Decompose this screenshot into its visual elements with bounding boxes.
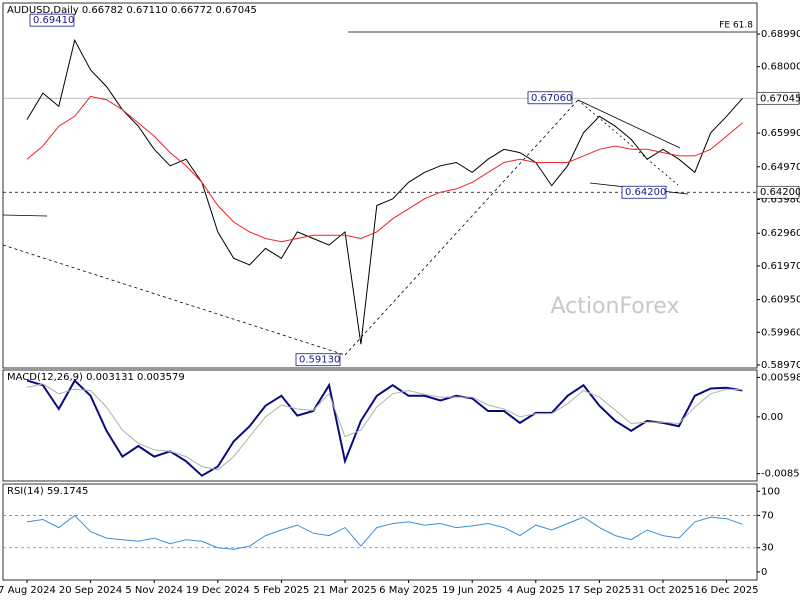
y-tick-label: 0.65990 <box>761 128 800 139</box>
annotation-label: 0.67060 <box>531 93 572 104</box>
y-tick-label: 0.62960 <box>761 228 800 239</box>
series-line <box>26 514 743 550</box>
y-tick-label: 0.61970 <box>761 261 800 272</box>
series-line <box>26 38 743 345</box>
x-tick-label: 16 Dec 2025 <box>695 585 759 596</box>
annotation-box <box>527 91 573 105</box>
panel-title: RSI(14) 59.1745 <box>7 486 88 497</box>
price-tag: 0.67045 <box>760 93 800 104</box>
panel-title: AUDUSD,Daily 0.66782 0.67110 0.66772 0.6… <box>7 5 257 16</box>
price-tag: 0.64200 <box>760 187 800 198</box>
y-tick-label: 0.68990 <box>761 29 800 40</box>
y-tick-label: 30 <box>761 543 774 554</box>
x-tick-label: 31 Oct 2025 <box>632 585 694 596</box>
x-tick-label: 19 Jun 2025 <box>442 585 502 596</box>
series-line <box>26 378 743 477</box>
y-tick-label: -0.00859 <box>761 469 800 480</box>
y-tick-label: 0.59960 <box>761 327 800 338</box>
watermark: ActionForex <box>551 294 680 319</box>
y-tick-label: 0.64970 <box>761 162 800 173</box>
y-tick-label: 100 <box>761 486 780 497</box>
annotation-box <box>621 185 667 199</box>
price-tag-box <box>756 185 800 199</box>
panel-title: MACD(12,26,9) 0.003131 0.003579 <box>7 372 185 383</box>
x-tick-label: 4 Aug 2025 <box>507 585 565 596</box>
annotation-label: 0.64200 <box>625 187 666 198</box>
x-tick-label: 5 Nov 2024 <box>125 585 183 596</box>
trend-line <box>577 99 679 186</box>
panel-frame <box>2 2 758 369</box>
series-line <box>26 95 743 243</box>
y-tick-label: 0.63980 <box>761 195 800 206</box>
x-tick-label: 20 Sep 2024 <box>59 585 122 596</box>
y-tick-label: 0.68000 <box>761 62 800 73</box>
level-label: FE 61.8 <box>719 21 753 31</box>
x-tick-label: 5 Feb 2025 <box>253 585 309 596</box>
y-tick-label: 0.60950 <box>761 295 800 306</box>
x-tick-label: 21 Mar 2025 <box>313 585 376 596</box>
y-tick-label: 0.58970 <box>761 360 800 371</box>
annotation-box <box>29 13 75 27</box>
x-tick-label: 6 May 2025 <box>379 585 438 596</box>
x-tick-label: 19 Dec 2024 <box>186 585 250 596</box>
panel-frame <box>2 483 758 581</box>
annotation-label: 0.69410 <box>33 15 74 26</box>
y-tick-label: 0 <box>761 567 767 578</box>
x-tick-label: 7 Aug 2024 <box>0 585 56 596</box>
y-tick-label: 0.005981 <box>761 372 800 383</box>
annotation-label: 0.59130 <box>299 355 340 366</box>
trend-line <box>577 99 681 149</box>
price-tag-box <box>756 91 800 105</box>
x-tick-label: 17 Sep 2025 <box>568 585 631 596</box>
series-line <box>26 383 743 471</box>
y-tick-label: 0.00 <box>761 412 783 423</box>
panel-frame <box>2 369 758 482</box>
y-tick-label: 70 <box>761 510 774 521</box>
annotation-box <box>295 353 341 367</box>
trend-line <box>2 214 48 217</box>
